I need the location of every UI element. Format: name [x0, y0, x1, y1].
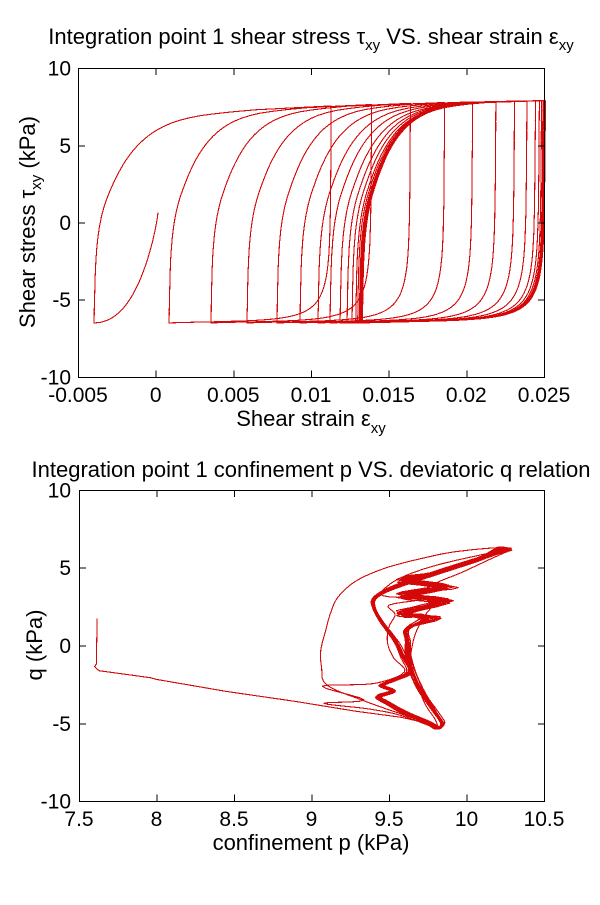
svg-text:0.025: 0.025: [518, 384, 571, 407]
svg-text:0: 0: [59, 212, 71, 235]
svg-text:8: 8: [151, 808, 163, 831]
svg-text:0.02: 0.02: [446, 384, 487, 407]
svg-text:9.5: 9.5: [374, 808, 403, 831]
svg-text:-0.005: -0.005: [48, 384, 108, 407]
svg-text:8.5: 8.5: [219, 808, 248, 831]
svg-text:10: 10: [455, 808, 478, 831]
svg-text:-10: -10: [41, 367, 71, 390]
svg-text:Integration point 1 confinemen: Integration point 1 confinement p VS. de…: [32, 457, 591, 482]
svg-text:0.015: 0.015: [362, 384, 415, 407]
svg-text:5: 5: [59, 135, 71, 158]
svg-text:10.5: 10.5: [524, 808, 565, 831]
svg-text:-5: -5: [52, 289, 71, 312]
svg-text:10: 10: [48, 480, 71, 503]
svg-text:q (kPa): q (kPa): [22, 610, 47, 681]
svg-text:9: 9: [306, 808, 318, 831]
svg-text:-10: -10: [41, 791, 71, 814]
svg-text:7.5: 7.5: [64, 808, 93, 831]
svg-text:-5: -5: [52, 713, 71, 736]
svg-text:5: 5: [59, 557, 71, 580]
svg-text:0.01: 0.01: [291, 384, 332, 407]
svg-text:0.005: 0.005: [207, 384, 260, 407]
svg-text:confinement p (kPa): confinement p (kPa): [213, 830, 410, 855]
svg-text:10: 10: [48, 58, 71, 81]
svg-text:0: 0: [150, 384, 162, 407]
svg-text:0: 0: [59, 635, 71, 658]
